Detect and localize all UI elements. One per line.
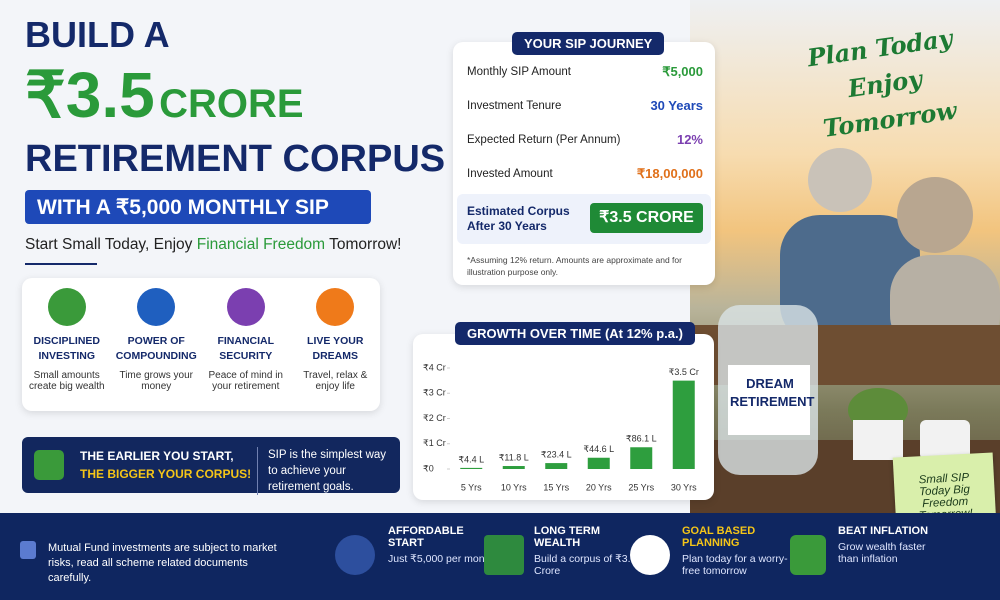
value-label: ₹4.4 L — [458, 454, 484, 464]
corpus-box: Estimated Corpus After 30 Years ₹3.5 CRO… — [457, 194, 711, 244]
divider — [25, 263, 97, 265]
x-tick-label: 25 Yrs — [628, 482, 654, 492]
feature: FINANCIAL SECURITY Peace of mind in your … — [201, 288, 291, 411]
item-title: GOAL BASED PLANNING — [682, 525, 756, 549]
value-label: ₹3.5 Cr — [669, 367, 699, 377]
x-tick-label: 15 Yrs — [543, 482, 569, 492]
y-tick-label: ₹3 Cr — [423, 388, 446, 398]
item-title: AFFORDABLE START — [388, 525, 464, 549]
corpus-label: Estimated Corpus After 30 Years — [467, 204, 570, 233]
feature-text: Small amounts create big wealth — [28, 370, 105, 392]
jar-label: DREAM RETIREMENT — [730, 376, 815, 409]
x-tick-label: 20 Yrs — [586, 482, 612, 492]
features-card: DISCIPLINED INVESTING Small amounts creat… — [22, 278, 380, 411]
title-amount: ₹3.5 — [25, 59, 155, 131]
journey-row: Expected Return (Per Annum) 12% — [467, 132, 703, 147]
feature-text: Time grows your money — [119, 370, 194, 392]
feature-text: Travel, relax & enjoy life — [303, 370, 368, 392]
title: BUILD A — [25, 14, 170, 55]
title-unit: CRORE — [159, 82, 304, 126]
feature: LIVE YOUR DREAMS Travel, relax & enjoy li… — [291, 288, 381, 411]
row-label: Monthly SIP Amount — [467, 66, 571, 78]
value-label: ₹44.6 L — [583, 444, 614, 454]
banner: WITH A ₹5,000 MONTHLY SIP — [25, 190, 371, 224]
chart-title: GROWTH OVER TIME (At 12% p.a.) — [455, 322, 695, 345]
footer: Mutual Fund investments are subject to m… — [0, 513, 1000, 600]
item-text: Build a corpus of ₹3.5 Crore — [534, 553, 637, 577]
footer-item: GOAL BASED PLANNING Plan today for a worr… — [682, 525, 792, 577]
value-label: ₹86.1 L — [626, 434, 657, 444]
shield-icon — [20, 541, 36, 559]
item-title: LONG TERM WEALTH — [534, 525, 600, 549]
value-label: ₹23.4 L — [541, 449, 572, 459]
row-label: Expected Return (Per Annum) — [467, 133, 621, 146]
journey-title: YOUR SIP JOURNEY — [512, 32, 665, 55]
row-value: ₹5,000 — [662, 64, 703, 79]
item-text: Grow wealth faster than inflation — [838, 541, 926, 565]
y-tick-label: ₹2 Cr — [423, 413, 446, 423]
row-value: ₹18,00,000 — [636, 166, 703, 181]
item-text: Just ₹5,000 per month — [388, 553, 494, 565]
tagline-text: Tomorrow! — [329, 236, 402, 253]
feature-title: LIVE YOUR DREAMS — [307, 335, 364, 362]
row-value: 12% — [676, 132, 703, 147]
tagline-text: Start Small Today, Enjoy — [25, 236, 193, 253]
chart: ₹0 ₹1 Cr ₹2 Cr ₹3 Cr ₹4 Cr 5 Yrs ₹4.4 L 10 Yrs ₹… — [423, 362, 699, 492]
row-label: Investment Tenure — [467, 99, 562, 112]
footer-item: AFFORDABLE START Just ₹5,000 per month — [388, 525, 498, 565]
icon — [630, 535, 670, 575]
callout-highlight: THE BIGGER YOUR CORPUS! — [80, 467, 252, 481]
icon — [790, 535, 826, 575]
photo-illustration — [690, 148, 1000, 513]
x-tick-label: 5 Yrs — [461, 482, 482, 492]
x-tick-label: 10 Yrs — [501, 482, 527, 492]
icon — [335, 535, 375, 575]
item-text: Plan today for a worry-free tomorrow — [682, 553, 788, 577]
row-value: 30 Years — [650, 98, 703, 113]
callout-text: SIP is the simplest way to achieve your … — [257, 447, 392, 495]
tagline-highlight: Financial Freedom — [196, 236, 326, 253]
x-tick-label: 30 Yrs — [671, 482, 697, 492]
note: *Assuming 12% return. Amounts are approx… — [467, 255, 682, 277]
calendar-icon — [34, 450, 64, 480]
bar — [630, 447, 653, 469]
journey-row: Monthly SIP Amount ₹5,000 — [467, 64, 703, 80]
callout: THE EARLIER YOU START, THE BIGGER YOUR C… — [22, 437, 400, 495]
journey-card: Monthly SIP Amount ₹5,000 Investment Tenu… — [453, 42, 715, 285]
y-tick-label: ₹0 — [423, 463, 434, 473]
footer-item: LONG TERM WEALTH Build a corpus of ₹3.5 C… — [534, 525, 644, 577]
chart-card — [413, 334, 714, 500]
row-label: Invested Amount — [467, 168, 553, 180]
feature-title: DISCIPLINED INVESTING — [33, 335, 100, 362]
item-title: BEAT INFLATION — [838, 525, 929, 537]
disclaimer: Mutual Fund investments are subject to m… — [48, 542, 277, 584]
y-tick-label: ₹1 Cr — [423, 438, 446, 448]
y-tick-label: ₹4 Cr — [423, 362, 446, 372]
bar — [460, 467, 483, 469]
journey-row: Invested Amount ₹18,00,000 — [467, 166, 703, 182]
callout-highlight: THE EARLIER YOU START, — [80, 449, 234, 463]
corpus-value: ₹3.5 CRORE — [590, 203, 703, 233]
footer-item: BEAT INFLATION Grow wealth faster than in… — [838, 525, 948, 565]
title: RETIREMENT CORPUS — [25, 138, 446, 180]
feature: POWER OF COMPOUNDING Time grows your mone… — [112, 288, 202, 411]
bar — [502, 466, 525, 469]
tagline: Start Small Today, Enjoy Financial Freed… — [25, 236, 401, 254]
journey-row: Investment Tenure 30 Years — [467, 98, 703, 113]
bar — [587, 457, 610, 469]
feature-title: POWER OF COMPOUNDING — [115, 335, 197, 362]
bar — [672, 380, 695, 469]
icon — [484, 535, 524, 575]
bar — [545, 463, 568, 469]
feature-text: Peace of mind in your retirement — [208, 370, 284, 392]
value-label: ₹11.8 L — [499, 452, 529, 462]
feature: DISCIPLINED INVESTING Small amounts creat… — [22, 288, 112, 411]
title-amount-line: ₹3.5 CRORE — [25, 58, 304, 133]
feature-title: FINANCIAL SECURITY — [217, 335, 275, 362]
